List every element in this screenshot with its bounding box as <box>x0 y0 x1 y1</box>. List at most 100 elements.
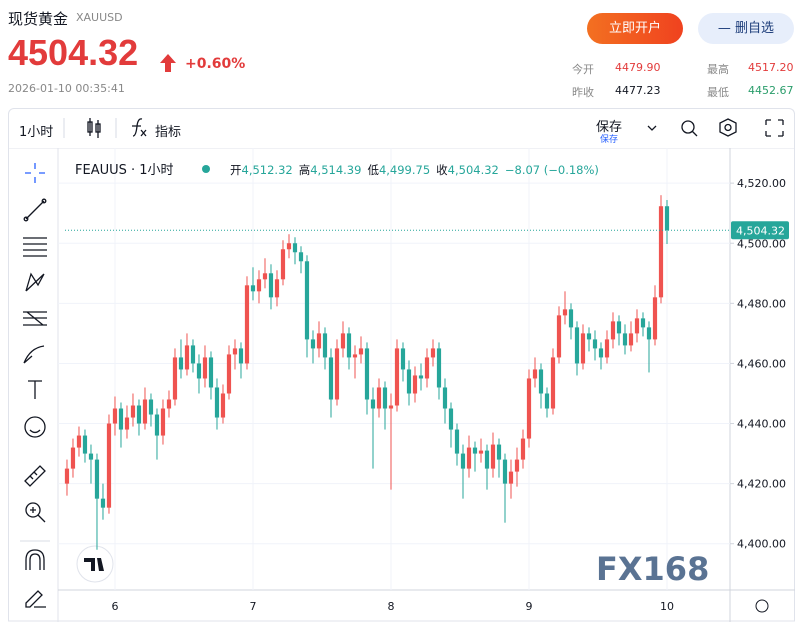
stat-label: 昨收 <box>572 86 594 99</box>
stat-label: 最低 <box>707 86 729 99</box>
candle-body <box>640 318 646 328</box>
candle-body <box>664 206 670 231</box>
candle-body <box>496 444 502 460</box>
candle-body <box>328 357 334 400</box>
candle-body <box>310 339 316 349</box>
ohlc-label: 低 <box>367 163 379 177</box>
candle-body <box>190 345 196 364</box>
candle-body <box>346 333 352 358</box>
candle-body <box>340 333 346 349</box>
candle-body <box>316 333 322 349</box>
x-tick-label: 10 <box>660 600 674 613</box>
candle-body <box>208 357 214 388</box>
candle-body <box>106 423 112 508</box>
indicators-button[interactable]: 指标 <box>155 125 182 140</box>
toolbar <box>8 108 795 148</box>
y-tick-label: 4,520.00 <box>737 177 786 190</box>
ohlc-value: 4,499.75 <box>379 163 430 177</box>
y-tick-label: 4,400.00 <box>737 538 786 551</box>
candle-body <box>376 387 382 409</box>
ohlc-value: 4,512.32 <box>242 163 293 177</box>
candle-body <box>562 309 568 316</box>
candle-body <box>454 429 460 454</box>
candle-body <box>544 393 550 409</box>
candle-body <box>292 243 298 253</box>
toolbar-icons <box>63 118 784 138</box>
candle-body <box>334 348 340 400</box>
ohlc-change: −8.07 (−0.18%) <box>505 163 599 177</box>
candle-body <box>130 405 136 418</box>
symbol-label: FEAUUS · 1小时 <box>75 163 174 178</box>
settings-icon[interactable] <box>755 599 769 613</box>
candle-body <box>598 348 604 358</box>
candle-body <box>142 399 148 424</box>
candle-body <box>280 249 286 280</box>
candle-body <box>220 393 226 418</box>
status-dot <box>202 165 210 173</box>
instrument-symbol: XAUUSD <box>76 11 123 24</box>
remove-watchlist-button[interactable]: — 删自选 <box>698 13 794 44</box>
y-tick-label: 4,440.00 <box>737 418 786 431</box>
candle-body <box>262 273 268 280</box>
candle-body <box>70 447 76 469</box>
candle-body <box>352 354 358 358</box>
candle-body <box>532 369 538 379</box>
drawing-tools[interactable] <box>20 163 50 608</box>
stat-value: 4477.23 <box>615 84 661 97</box>
save-button[interactable]: 保存 <box>596 120 623 135</box>
candle-body <box>550 357 556 409</box>
candle-body <box>538 369 544 394</box>
timestamp: 2026-01-10 00:35:41 <box>8 82 125 95</box>
candle-body <box>622 333 628 346</box>
candle-body <box>274 279 280 298</box>
candle-body <box>172 357 178 400</box>
stat-label: 最高 <box>707 63 729 76</box>
candle-body <box>76 435 82 448</box>
candle-body <box>298 252 304 262</box>
candle-body <box>430 348 436 358</box>
candle-body <box>448 408 454 430</box>
candle-body <box>652 297 658 340</box>
candle-body <box>196 363 202 379</box>
candle-body <box>370 399 376 409</box>
chart-legend: FEAUUS · 1小时 <box>75 163 174 178</box>
last-price-label: 4,504.32 <box>736 224 785 237</box>
tv-logo-mark <box>84 558 104 571</box>
candle-body <box>244 285 250 364</box>
chart-frame <box>8 148 795 622</box>
candle-body <box>442 387 448 409</box>
candle-body <box>124 417 130 430</box>
x-tick-label: 8 <box>387 600 394 613</box>
up-arrow <box>160 54 176 72</box>
candle-body <box>610 321 616 340</box>
ohlc-label: 高 <box>299 163 311 177</box>
candle-body <box>466 447 472 469</box>
candle-body <box>556 315 562 358</box>
candle-body <box>100 498 106 508</box>
candle-body <box>604 339 610 358</box>
candle-body <box>484 450 490 469</box>
candle-body <box>178 357 184 370</box>
interval-button[interactable]: 1小时 <box>19 125 54 140</box>
candle-body <box>136 405 142 424</box>
candle-body <box>616 321 622 334</box>
y-tick-label: 4,500.00 <box>737 237 786 250</box>
candle-body <box>412 375 418 394</box>
candle-body <box>490 444 496 469</box>
candle-body <box>502 459 508 484</box>
open-account-button[interactable]: 立即开户 <box>587 13 683 44</box>
price-change: +0.60% <box>185 56 246 72</box>
stat-value: 4517.20 <box>748 61 794 74</box>
candle-body <box>160 408 166 436</box>
current-price: 4504.32 <box>8 32 139 73</box>
candle-body <box>508 471 514 484</box>
candle-body <box>580 333 586 364</box>
last-price-box <box>731 221 789 240</box>
candle-body <box>514 459 520 472</box>
candle-body <box>388 405 394 409</box>
candle-body <box>64 468 70 484</box>
candle-body <box>118 408 124 430</box>
candle-body <box>304 261 310 340</box>
candle-body <box>628 333 634 346</box>
